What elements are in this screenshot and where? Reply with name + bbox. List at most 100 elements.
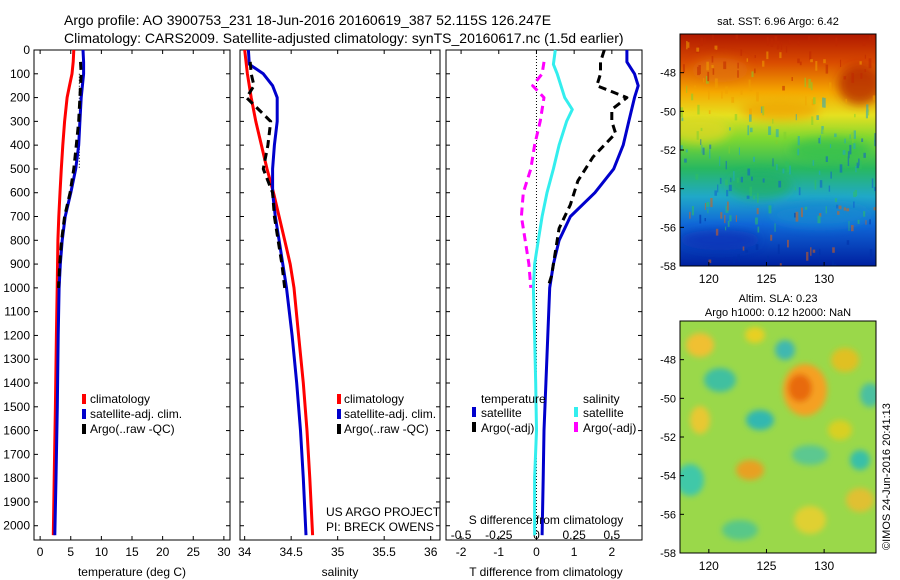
sst-texture-speck [755,244,759,251]
sst-texture-speck [724,215,726,224]
legend-swatch-argo [337,424,341,434]
sst-texture-speck [776,164,778,171]
sst-texture-speck [684,158,687,163]
map-x-tick-label: 130 [814,559,834,573]
series-line-argo-raw-qc [245,61,287,289]
sst-texture-speck [747,125,750,136]
x-tick-label-top: 0.25 [562,528,586,542]
sst-texture-speck [714,190,717,196]
sst-texture-speck [873,207,876,211]
legend-swatch-satellite [337,409,341,419]
sst-texture-speck [825,156,828,162]
sst-texture-speck [854,113,856,118]
sst-texture-speck [847,156,850,166]
sst-texture-speck [831,258,834,266]
sst-texture-speck [707,71,710,82]
series-line-salinity-argo-adj [519,61,546,289]
map-x-tick-label: 120 [699,559,719,573]
sst-texture-speck [783,131,787,140]
sst-texture-speck [795,114,797,121]
sst-texture-speck [851,72,855,83]
page-title: Argo profile: AO 3900753_231 18-Jun-2016… [64,12,552,28]
sst-texture-speck [779,263,782,266]
sla-map-subtitle: Argo h1000: 0.12 h2000: NaN [705,307,851,319]
legend-title-temperature: temperature [481,392,546,406]
sst-texture-speck [777,244,780,255]
sst-texture-speck [846,208,850,212]
sla-map-title: Altim. SLA: 0.23 [739,293,818,305]
x-tick-label: 5 [67,545,74,559]
sst-texture-speck [733,256,735,264]
sst-texture-speck [813,97,816,105]
sst-texture-speck [733,171,735,181]
sst-texture-speck [749,87,753,92]
sst-texture-speck [797,136,800,146]
sst-texture-speck [819,180,823,188]
sst-texture-speck [697,104,700,115]
map-y-tick-label: -48 [660,68,676,80]
sst-texture-speck [830,171,832,179]
sst-texture-speck [812,160,815,166]
sst-texture-speck [858,158,860,166]
sst-texture-speck [864,69,866,72]
sst-texture-speck [843,76,847,80]
x-tick-label: 10 [95,545,109,559]
sst-texture-speck [845,98,848,103]
sst-texture-speck [846,240,850,245]
sst-texture-speck [757,193,759,203]
sst-texture-speck [856,162,860,169]
sst-texture-speck [738,254,740,262]
sst-texture-speck [753,195,755,200]
map-y-tick-label: -58 [660,261,676,273]
sst-texture-speck [782,168,785,174]
y-tick-label: 1400 [3,376,30,390]
sst-texture-speck [864,54,866,59]
sst-texture-speck [825,64,829,74]
series-line-salinity-satellite [531,49,574,536]
legend-swatch-temp-satellite [472,407,476,417]
map-x-tick-label: 125 [756,272,776,286]
sst-texture-speck [791,77,793,81]
copyright-label: ©IMOS 24-Jun-2016 20:41:13 [881,403,893,550]
x-tick-label: 20 [156,545,170,559]
legend-swatch-sal-argo [574,422,578,432]
temperature-x-label: temperature (deg C) [78,565,186,579]
legend-label-satellite: satellite-adj. clim. [90,407,182,421]
sst-texture-speck [737,62,739,69]
sst-texture-speck [794,187,797,191]
sst-texture-speck [695,173,699,180]
sst-texture-speck [818,213,822,217]
sst-texture-speck [711,56,714,63]
x-tick-label: -2 [456,545,467,559]
x-tick-label: 15 [125,545,139,559]
sst-texture-speck [805,96,807,106]
x-tick-label: 35.5 [373,545,397,559]
sst-texture-speck [853,201,855,208]
sst-texture-speck [696,47,700,52]
sst-texture-speck [766,51,769,60]
x-tick-label: 2 [609,545,616,559]
y-tick-label: 1900 [3,495,30,509]
sst-texture-speck [785,46,788,53]
map-x-tick-label: 120 [699,272,719,286]
sst-texture-speck [834,198,838,203]
salinity-panel-frame [239,49,441,541]
map-y-tick-label: -56 [660,222,676,234]
sst-texture-speck [729,215,732,222]
sst-texture-speck [869,249,873,257]
sst-texture-speck [762,106,765,116]
series-line-argo-raw-qc [57,61,83,288]
legend-swatch-temp-argo [472,422,476,432]
sst-texture-speck [777,40,780,49]
sst-texture-speck [874,139,876,147]
sst-texture-speck [797,58,800,64]
sst-texture-speck [704,218,706,222]
sst-texture-speck [842,150,846,155]
map-y-tick-label: -58 [660,548,676,560]
sst-texture-speck [737,254,739,260]
sst-texture-speck [798,187,801,196]
legend-label-temp-satellite: satellite [481,406,522,420]
x-tick-label: 1 [571,545,578,559]
sst-texture-speck [867,109,870,116]
map-y-tick-label: -52 [660,145,676,157]
